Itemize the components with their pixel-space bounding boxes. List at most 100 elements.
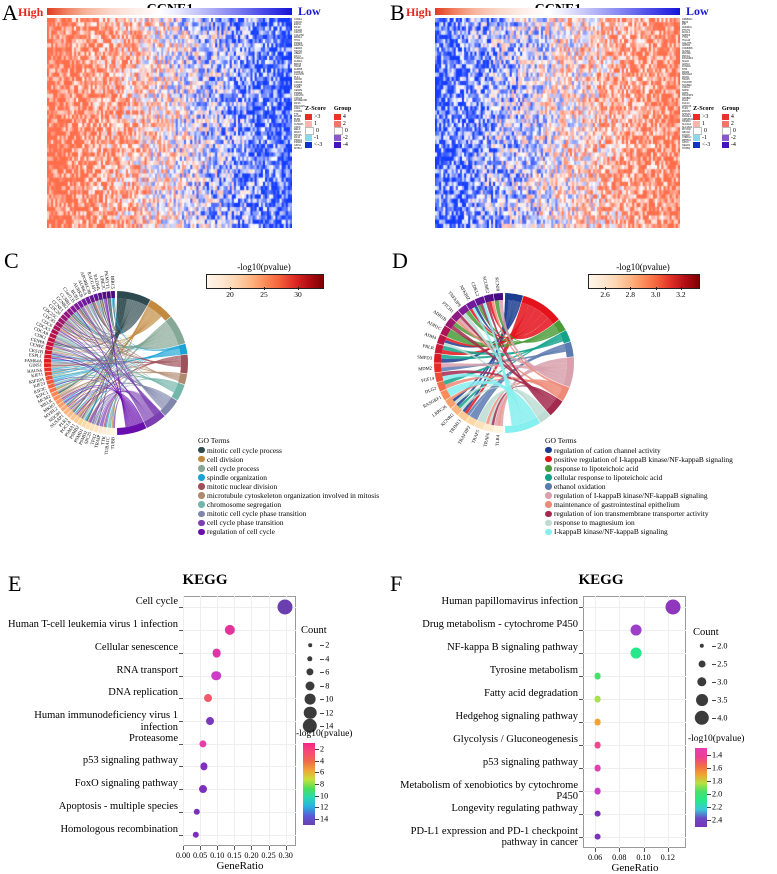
legend-label: 0 <box>732 127 736 134</box>
gene-label: NFKBIZ <box>682 96 691 100</box>
colorbar-tick-label: 2.6 <box>600 290 610 299</box>
go-term-item: spindle organization <box>198 473 379 482</box>
legend-label: -4 <box>730 141 736 148</box>
category-label: Fatty acid degradation <box>484 688 578 700</box>
data-point[interactable] <box>199 740 207 748</box>
gene-label: GPC3 <box>682 141 689 145</box>
panel-b-annotation-bar <box>435 8 680 15</box>
data-point[interactable] <box>199 762 208 771</box>
panel-d-letter: D <box>392 248 408 273</box>
data-point[interactable] <box>594 718 601 726</box>
data-point[interactable] <box>277 599 293 615</box>
gene-label: MKI67 <box>294 130 301 134</box>
color-legend-label: 1.4 <box>712 750 723 760</box>
go-term-item: regulation of cation channel activity <box>545 446 733 455</box>
x-axis-tick-label: 0.20 <box>244 851 259 860</box>
gene-label: IHH <box>682 23 687 27</box>
data-point[interactable] <box>192 831 200 838</box>
legend-label: -2 <box>730 134 736 141</box>
gridline-horizontal <box>183 698 296 700</box>
count-legend-label: 6 <box>325 667 330 677</box>
go-term-dot <box>198 455 205 463</box>
legend-row: >3 <box>693 113 714 120</box>
x-axis-tick-label: 0.30 <box>278 851 293 860</box>
go-term-item: response to magnesium ion <box>545 518 733 527</box>
data-point[interactable] <box>199 785 208 794</box>
data-point[interactable] <box>205 717 214 725</box>
legend-row: 1 <box>693 120 714 127</box>
gene-label: CENPE <box>294 88 303 92</box>
data-point[interactable] <box>630 624 642 636</box>
panel-a-heatmap <box>47 18 292 228</box>
x-axis-tick-label: 0.06 <box>587 853 603 862</box>
legend-swatch <box>305 113 312 120</box>
legend-swatch <box>721 134 729 141</box>
gene-label: CDCA5 <box>294 96 303 100</box>
y-axis-tick <box>179 789 183 791</box>
gridline-horizontal <box>583 836 686 838</box>
count-legend-label: 12 <box>325 708 334 717</box>
y-axis-tick <box>179 698 183 700</box>
x-axis-tick-label: 0.10 <box>210 851 225 860</box>
data-point[interactable] <box>665 599 681 615</box>
gene-label: BIRC5 <box>294 62 302 66</box>
gene-label: ITGA10 <box>682 39 691 42</box>
colorbar-tick-label: 30 <box>294 290 302 299</box>
color-legend-label: 4 <box>320 756 325 766</box>
gene-label: SPC25 <box>294 133 302 137</box>
gene-label: ESPL1 <box>294 23 302 27</box>
go-term-item: cell cycle phase transition <box>198 518 379 527</box>
gene-label: TUBB <box>294 86 301 90</box>
y-axis-tick <box>179 607 183 609</box>
category-label: Human papillomavirus infection <box>441 596 578 608</box>
data-point[interactable] <box>594 672 601 680</box>
data-point[interactable] <box>193 808 200 816</box>
gene-label: TNFAIP8 <box>682 81 692 84</box>
data-point[interactable] <box>594 787 601 795</box>
legend-row: 2 <box>721 120 739 127</box>
panel-c-go-legend: GO Terms mitotic cell cycle process cell … <box>198 436 379 537</box>
data-point[interactable] <box>594 810 601 818</box>
data-point[interactable] <box>211 670 221 681</box>
go-term-dot <box>545 446 552 454</box>
gene-label: CREB3L1 <box>682 18 693 21</box>
panel-f: F KEGG Human papillomavirus infection Dru… <box>388 565 777 874</box>
data-point[interactable] <box>594 764 601 772</box>
count-legend-tick <box>320 672 325 673</box>
chord-gene-label: NFKBIZ <box>458 284 472 302</box>
data-point[interactable] <box>212 648 221 658</box>
data-point[interactable] <box>224 624 236 636</box>
y-axis-tick <box>179 675 183 677</box>
data-point[interactable] <box>594 833 601 840</box>
gene-label: ADH1C <box>682 62 691 66</box>
color-legend-label: 14 <box>320 814 329 824</box>
count-legend-tick <box>712 664 717 665</box>
data-point[interactable] <box>630 647 642 659</box>
legend-label: <-3 <box>702 141 711 148</box>
color-legend-tick <box>707 820 711 822</box>
panel-a-group-legend: Group 4 2 0 -2 -4 <box>333 105 351 148</box>
gene-label: BEX3 <box>682 20 689 24</box>
data-point[interactable] <box>204 694 213 703</box>
go-term-dot <box>198 519 205 527</box>
go-term-dot <box>198 510 205 518</box>
go-term-item: cell cycle process <box>198 464 379 473</box>
data-point[interactable] <box>594 741 601 749</box>
count-legend-dot <box>308 643 312 647</box>
legend-label: 0 <box>704 127 707 134</box>
gridline-horizontal <box>183 766 296 768</box>
gene-label: UBE2C <box>294 52 302 56</box>
go-term-item: microtubule cytoskeleton organization in… <box>198 491 379 500</box>
y-axis-tick <box>579 767 583 769</box>
colorbar-tick <box>264 287 265 290</box>
gene-label: DLG2 <box>682 99 689 103</box>
count-legend-label: 2.0 <box>717 641 728 651</box>
legend-label: 2 <box>342 120 346 127</box>
chord-gene-label: PTCH1 <box>441 300 455 315</box>
x-axis-tick <box>183 846 184 850</box>
data-point[interactable] <box>594 695 601 703</box>
gridline-horizontal <box>583 813 686 815</box>
go-term-dot <box>545 528 552 536</box>
gene-label: TRAF5 <box>682 78 690 82</box>
category-label: Drug metabolism - cytochrome P450 <box>422 619 578 631</box>
